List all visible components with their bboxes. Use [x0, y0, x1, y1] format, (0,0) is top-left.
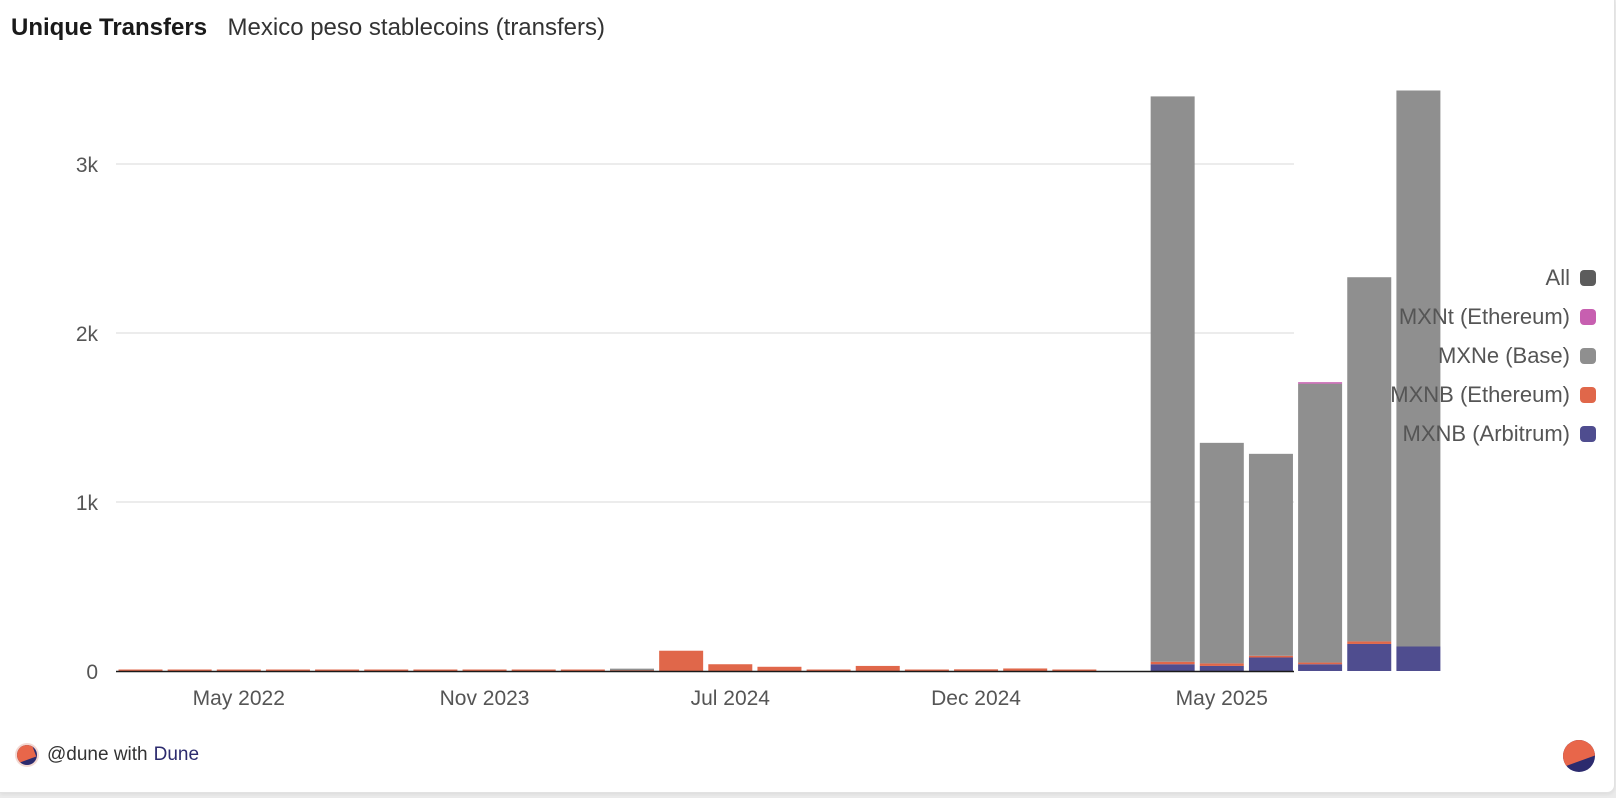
bar-segment [1248, 657, 1293, 671]
bar-segment [1298, 382, 1343, 384]
bar-segment [1150, 96, 1195, 662]
bar-segment [462, 669, 507, 671]
bar-segment [1298, 662, 1343, 665]
dune-logo-icon [17, 745, 37, 765]
legend-swatch [1580, 269, 1596, 286]
chart-legend: All MXNt (Ethereum) MXNe (Base) MXNB (Et… [1390, 258, 1596, 453]
bar-segment [1199, 663, 1244, 666]
bar-segment [1347, 641, 1392, 644]
bar-segment [1248, 655, 1293, 658]
bar-segment [364, 669, 409, 671]
bar-segment [167, 669, 212, 671]
bar-segment [265, 669, 310, 671]
y-tick-label: 2k [76, 323, 99, 346]
legend-item-mxne-base[interactable]: MXNe (Base) [1390, 336, 1596, 375]
bar-segment [610, 668, 654, 671]
legend-label: MXNB (Ethereum) [1390, 381, 1570, 407]
bar-segment [1052, 669, 1097, 671]
bar-segment [413, 669, 458, 671]
y-tick-label: 0 [86, 661, 98, 684]
bar-segment [954, 669, 999, 671]
bar-segment [1150, 661, 1195, 665]
bar-segment [1248, 453, 1293, 656]
legend-item-all[interactable]: All [1390, 258, 1596, 297]
chart-header: Unique Transfers Mexico peso stablecoins… [11, 14, 605, 42]
footer-attribution[interactable]: @dune with Dune [17, 744, 199, 766]
y-tick-label: 3k [76, 154, 99, 177]
bar-segment [511, 669, 556, 671]
bar-segment [806, 669, 851, 671]
bar-segment [315, 669, 360, 671]
bar-segment [118, 669, 163, 671]
legend-swatch [1580, 386, 1596, 403]
x-tick-label: Jul 2024 [691, 687, 771, 710]
legend-swatch [1580, 347, 1596, 364]
chart-subtitle: Mexico peso stablecoins (transfers) [227, 14, 605, 41]
bar-segment [1199, 442, 1244, 664]
y-tick-label: 1k [76, 492, 99, 515]
x-tick-label: Nov 2023 [440, 687, 530, 710]
bar-segment [1199, 665, 1244, 671]
bar-segment [1396, 646, 1441, 671]
bar-segment [1347, 643, 1392, 671]
x-tick-label: May 2025 [1176, 687, 1268, 710]
bar-segment [708, 664, 753, 671]
legend-label: MXNt (Ethereum) [1398, 303, 1570, 329]
bar-segment [1150, 664, 1195, 671]
legend-label: MXNB (Arbitrum) [1402, 420, 1570, 446]
bar-segment [1003, 668, 1048, 671]
bar-segment [904, 669, 949, 671]
legend-swatch [1580, 425, 1596, 442]
bar-segment [560, 669, 605, 671]
x-tick-label: Dec 2024 [931, 687, 1021, 710]
legend-label: MXNe (Base) [1437, 342, 1570, 368]
legend-label: All [1545, 264, 1570, 290]
footer-user: @dune with [47, 744, 148, 765]
legend-item-mxnt-ethereum[interactable]: MXNt (Ethereum) [1390, 297, 1596, 336]
dune-corner-logo-icon[interactable] [1563, 740, 1595, 772]
bar-segment [1298, 664, 1343, 671]
footer-brand-link[interactable]: Dune [153, 744, 200, 765]
legend-item-mxnb-arbitrum[interactable]: MXNB (Arbitrum) [1390, 414, 1596, 453]
legend-swatch [1580, 308, 1596, 325]
bar-segment [216, 669, 261, 671]
bar-segment [757, 666, 802, 671]
bar-segment [1396, 90, 1441, 647]
legend-item-mxnb-ethereum[interactable]: MXNB (Ethereum) [1390, 375, 1596, 414]
x-tick-label: May 2022 [193, 687, 285, 710]
chart-title: Unique Transfers [11, 14, 208, 41]
bar-segment [659, 650, 704, 671]
bar-segment [1347, 277, 1392, 642]
bar-segment [855, 665, 900, 671]
bar-segment [1298, 383, 1343, 663]
